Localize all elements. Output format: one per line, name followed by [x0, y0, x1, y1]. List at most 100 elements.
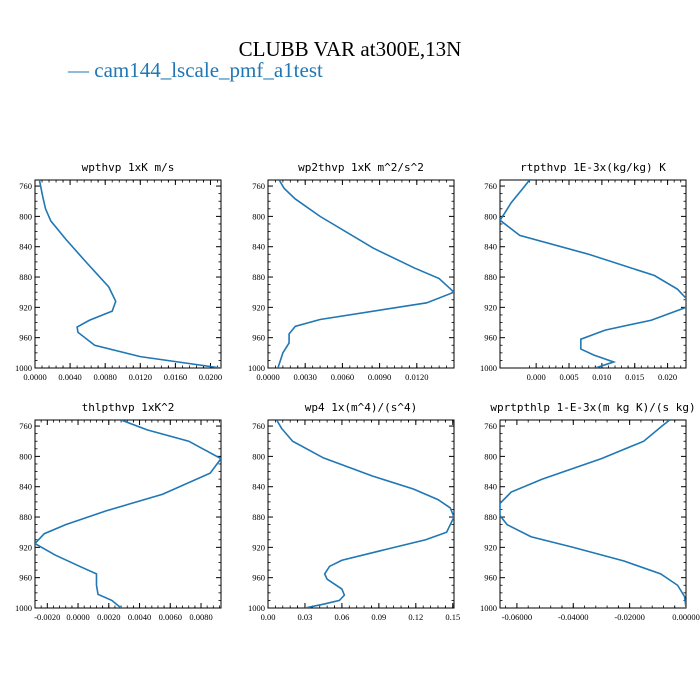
plot-frame	[499, 179, 687, 369]
y-tick-label: 960	[19, 333, 32, 343]
y-tick-label: 960	[484, 333, 497, 343]
x-tick-label: 0.0060	[159, 612, 182, 622]
y-tick-label: 920	[484, 542, 497, 552]
x-tick-label: 0.0080	[94, 372, 117, 382]
y-tick-label: 880	[484, 272, 497, 282]
y-tick-label: 1000	[480, 603, 497, 613]
y-tick-label: 840	[484, 482, 497, 492]
x-tick-label: 0.0200	[199, 372, 222, 382]
plot-frame	[499, 419, 687, 609]
y-tick-label: 920	[484, 302, 497, 312]
x-tick-label: 0.09	[371, 612, 386, 622]
x-tick-label: 0.0160	[164, 372, 187, 382]
x-tick-label: 0.000	[527, 372, 546, 382]
x-tick-label: -0.06000	[502, 612, 532, 622]
x-tick-label: 0.0060	[331, 372, 354, 382]
y-tick-label: 1000	[15, 363, 32, 373]
x-tick-label: 0.0080	[189, 612, 212, 622]
x-tick-label: 0.0020	[97, 612, 120, 622]
y-tick-label: 960	[252, 573, 265, 583]
x-tick-label: 0.015	[625, 372, 644, 382]
x-tick-label: 0.0120	[129, 372, 152, 382]
series-line	[38, 180, 221, 368]
legend-entry: — cam144_lscale_pmf_a1test	[68, 58, 323, 82]
x-tick-label: 0.005	[559, 372, 578, 382]
x-tick-label: -0.04000	[558, 612, 588, 622]
y-tick-label: 760	[484, 181, 497, 191]
y-tick-label: 920	[19, 302, 32, 312]
x-tick-label: 0.020	[658, 372, 677, 382]
x-tick-label: 0.010	[592, 372, 611, 382]
y-tick-label: 960	[484, 573, 497, 583]
x-tick-label: 0.00	[261, 612, 276, 622]
chart-panel-1: wpthvp 1xK m/s 0.0000 0.0040 0.0080 0.0120 0.…	[15, 161, 222, 382]
y-tick-label: 760	[252, 181, 265, 191]
panel-title: wprtpthlp 1-E-3x(m kg K)/(s kg)	[490, 401, 695, 414]
x-tick-label: 0.00000	[672, 612, 700, 622]
chart-panel-5: wp4 1x(m^4)/(s^4) 0.00 0.03 0.06 0.09 0.12 0.1…	[248, 401, 460, 622]
y-tick-label: 800	[19, 211, 32, 221]
x-tick-label: 0.0040	[128, 612, 151, 622]
y-tick-label: 880	[19, 272, 32, 282]
y-tick-label: 960	[252, 333, 265, 343]
y-tick-label: 1000	[248, 363, 265, 373]
panel-title: rtpthvp 1E-3x(kg/kg) K	[520, 161, 666, 174]
panel-title: thlpthvp 1xK^2	[82, 401, 175, 414]
x-tick-label: 0.15	[445, 612, 460, 622]
x-tick-label: 0.0120	[405, 372, 428, 382]
x-tick-label: 0.0090	[368, 372, 391, 382]
y-tick-label: 760	[19, 181, 32, 191]
series-line	[500, 180, 686, 368]
panel-title: wp2thvp 1xK m^2/s^2	[298, 161, 424, 174]
y-tick-label: 880	[19, 512, 32, 522]
x-tick-label: 0.0030	[294, 372, 317, 382]
y-tick-label: 1000	[248, 603, 265, 613]
y-tick-label: 840	[252, 482, 265, 492]
y-tick-label: 800	[484, 451, 497, 461]
x-tick-label: -0.0020	[34, 612, 60, 622]
chart-panel-3: rtpthvp 1E-3x(kg/kg) K 0.000 0.005 0.010 0.0…	[480, 161, 687, 382]
y-tick-label: 800	[484, 211, 497, 221]
y-tick-label: 760	[19, 421, 32, 431]
x-tick-label: 0.0040	[58, 372, 81, 382]
panel-title: wpthvp 1xK m/s	[82, 161, 175, 174]
x-tick-label: 0.0000	[66, 612, 89, 622]
y-tick-label: 880	[252, 512, 265, 522]
y-tick-label: 920	[252, 302, 265, 312]
series-line	[275, 420, 454, 608]
y-tick-label: 880	[252, 272, 265, 282]
chart-panel-2: wp2thvp 1xK m^2/s^2 0.0000 0.0030 0.0060 0.0…	[248, 161, 455, 382]
y-tick-label: 760	[484, 421, 497, 431]
y-tick-label: 760	[252, 421, 265, 431]
y-tick-label: 920	[252, 542, 265, 552]
x-tick-label: 0.06	[334, 612, 349, 622]
y-tick-label: 960	[19, 573, 32, 583]
y-tick-label: 840	[252, 242, 265, 252]
series-line	[500, 420, 686, 608]
y-tick-label: 840	[19, 242, 32, 252]
x-tick-label: 0.03	[298, 612, 313, 622]
plot-frame	[34, 179, 222, 369]
figure-title: CLUBB VAR at300E,13N	[238, 37, 462, 61]
y-tick-label: 800	[252, 211, 265, 221]
y-tick-label: 1000	[480, 363, 497, 373]
y-tick-label: 800	[252, 451, 265, 461]
series-line	[277, 180, 454, 368]
x-tick-label: -0.02000	[614, 612, 644, 622]
plot-frame	[267, 419, 455, 609]
y-tick-label: 800	[19, 451, 32, 461]
chart-panel-6: wprtpthlp 1-E-3x(m kg K)/(s kg) -0.06000 -…	[480, 401, 700, 622]
y-tick-label: 1000	[15, 603, 32, 613]
x-tick-label: 0.0000	[23, 372, 46, 382]
y-tick-label: 880	[484, 512, 497, 522]
panel-title: wp4 1x(m^4)/(s^4)	[305, 401, 418, 414]
series-line	[35, 420, 221, 608]
x-tick-label: 0.12	[408, 612, 423, 622]
y-tick-label: 840	[19, 482, 32, 492]
chart-panel-4: thlpthvp 1xK^2 -0.0020 0.0000 0.0020 0.0040 0…	[15, 401, 222, 622]
y-tick-label: 920	[19, 542, 32, 552]
y-tick-label: 840	[484, 242, 497, 252]
plot-frame	[267, 179, 455, 369]
x-tick-label: 0.0000	[256, 372, 279, 382]
plot-frame	[34, 419, 222, 609]
